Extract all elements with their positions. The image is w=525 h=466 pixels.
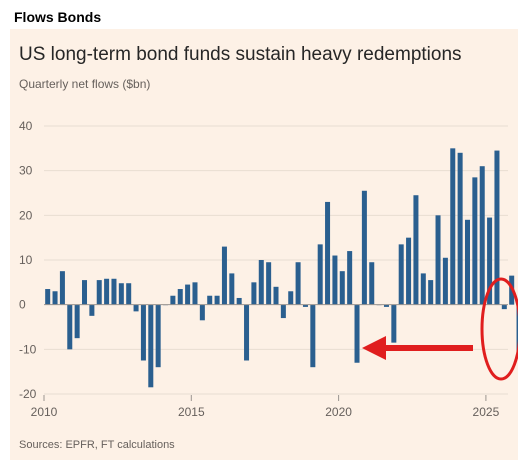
- bar: [317, 244, 323, 305]
- bar: [140, 304, 146, 361]
- bar: [67, 304, 73, 350]
- bar: [464, 219, 470, 305]
- bar: [435, 215, 441, 305]
- y-tick-label: 40: [19, 119, 33, 133]
- bar: [258, 260, 264, 305]
- y-tick-label: 20: [19, 208, 33, 222]
- bar: [126, 283, 132, 305]
- section-label: Flows Bonds: [14, 9, 102, 25]
- bar: [59, 271, 65, 305]
- chart-subtitle: Quarterly net flows ($bn): [19, 77, 151, 91]
- x-tick-label: 2020: [325, 405, 352, 419]
- chart-panel: US long-term bond funds sustain heavy re…: [10, 29, 518, 460]
- bar: [420, 273, 426, 305]
- chart-title: US long-term bond funds sustain heavy re…: [19, 44, 462, 65]
- bar: [273, 286, 279, 305]
- bar: [221, 246, 227, 305]
- y-tick-label: -20: [19, 387, 37, 401]
- bar: [391, 304, 397, 343]
- bar: [472, 177, 478, 305]
- bar: [82, 280, 88, 305]
- bar: [280, 304, 286, 319]
- bar: [199, 304, 205, 321]
- bar: [177, 289, 183, 305]
- bar: [501, 304, 507, 310]
- bar: [104, 278, 110, 305]
- annotation-arrow-head: [362, 336, 386, 360]
- bar: [428, 280, 434, 305]
- bar: [302, 304, 308, 307]
- bar: [74, 304, 80, 339]
- bar: [266, 262, 272, 305]
- bar: [288, 291, 294, 305]
- y-tick-label: 0: [19, 298, 26, 312]
- bar: [487, 217, 493, 305]
- x-tick-label: 2010: [31, 405, 58, 419]
- bar: [118, 283, 124, 305]
- bar: [347, 251, 353, 305]
- x-tick-label: 2025: [473, 405, 500, 419]
- highlight-circle: [480, 277, 518, 381]
- bar: [450, 148, 456, 305]
- bar: [133, 304, 139, 312]
- bar: [398, 244, 404, 305]
- bar: [332, 255, 338, 305]
- bar: [383, 304, 389, 307]
- bar: [185, 284, 191, 305]
- bar: [192, 282, 198, 305]
- bar: [369, 262, 375, 305]
- bar: [494, 150, 500, 305]
- bar: [236, 297, 242, 305]
- bar: [406, 237, 412, 305]
- y-tick-label: -10: [19, 342, 37, 356]
- bar-chart: -20 -10 0 10 20 30 40 2010 2015 2020 2025: [19, 119, 518, 419]
- y-tick-label: 10: [19, 253, 33, 267]
- bar: [89, 304, 95, 316]
- bar: [457, 152, 463, 305]
- bar: [361, 190, 367, 305]
- bar: [207, 295, 213, 305]
- bar: [96, 280, 102, 305]
- bar: [479, 166, 485, 305]
- bar: [111, 278, 117, 305]
- bar: [413, 195, 419, 305]
- bar: [325, 201, 331, 305]
- bar: [214, 295, 220, 305]
- bar: [148, 304, 154, 388]
- bar: [155, 304, 161, 368]
- bar: [310, 304, 316, 368]
- bar: [45, 289, 51, 305]
- y-tick-label: 30: [19, 164, 33, 178]
- x-tick-label: 2015: [178, 405, 205, 419]
- bar: [251, 282, 257, 305]
- bar: [52, 291, 58, 305]
- source-note: Sources: EPFR, FT calculations: [19, 439, 175, 451]
- bar: [244, 304, 250, 361]
- bar: [229, 273, 235, 305]
- bar: [339, 271, 345, 305]
- bar: [295, 262, 301, 305]
- bar: [354, 304, 360, 363]
- bar: [516, 304, 518, 354]
- bar: [442, 257, 448, 305]
- bar: [170, 295, 176, 305]
